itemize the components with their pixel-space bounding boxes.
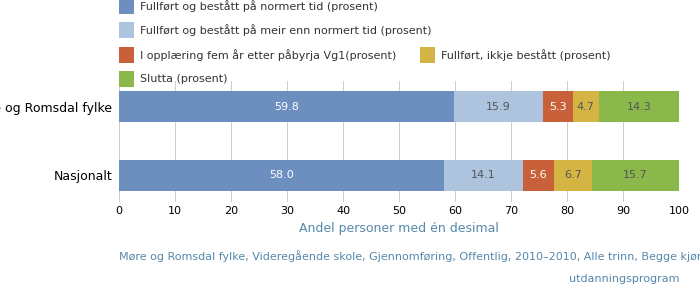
Text: I opplæring fem år etter påbyrja Vg1(prosent): I opplæring fem år etter påbyrja Vg1(pro… xyxy=(140,49,396,61)
Text: 5.6: 5.6 xyxy=(530,170,547,181)
Bar xyxy=(454,91,543,122)
Text: 58.0: 58.0 xyxy=(269,170,294,181)
Bar xyxy=(554,160,591,191)
Text: 6.7: 6.7 xyxy=(564,170,582,181)
Bar xyxy=(119,160,444,191)
Text: Slutta (prosent): Slutta (prosent) xyxy=(140,74,228,84)
Text: 14.3: 14.3 xyxy=(626,102,651,112)
Text: 4.7: 4.7 xyxy=(577,102,595,112)
Text: 59.8: 59.8 xyxy=(274,102,299,112)
Bar xyxy=(543,91,573,122)
Bar xyxy=(573,91,599,122)
Text: 15.9: 15.9 xyxy=(486,102,511,112)
Text: Fullført, ikkje bestått (prosent): Fullført, ikkje bestått (prosent) xyxy=(441,49,610,61)
Text: 15.7: 15.7 xyxy=(623,170,648,181)
Text: Fullført og bestått på meir enn normert tid (prosent): Fullført og bestått på meir enn normert … xyxy=(140,24,431,36)
Text: Fullført og bestått på normert tid (prosent): Fullført og bestått på normert tid (pros… xyxy=(140,0,378,12)
Bar xyxy=(444,160,523,191)
Text: Møre og Romsdal fylke, Videregående skole, Gjennomføring, Offentlig, 2010–2010, : Møre og Romsdal fylke, Videregående skol… xyxy=(119,251,700,262)
Bar xyxy=(592,160,680,191)
X-axis label: Andel personer med én desimal: Andel personer med én desimal xyxy=(299,222,499,235)
Text: utdanningsprogram: utdanningsprogram xyxy=(568,274,679,284)
Bar xyxy=(119,91,454,122)
Bar xyxy=(523,160,554,191)
Text: 5.3: 5.3 xyxy=(549,102,566,112)
Bar xyxy=(599,91,679,122)
Text: 14.1: 14.1 xyxy=(471,170,496,181)
